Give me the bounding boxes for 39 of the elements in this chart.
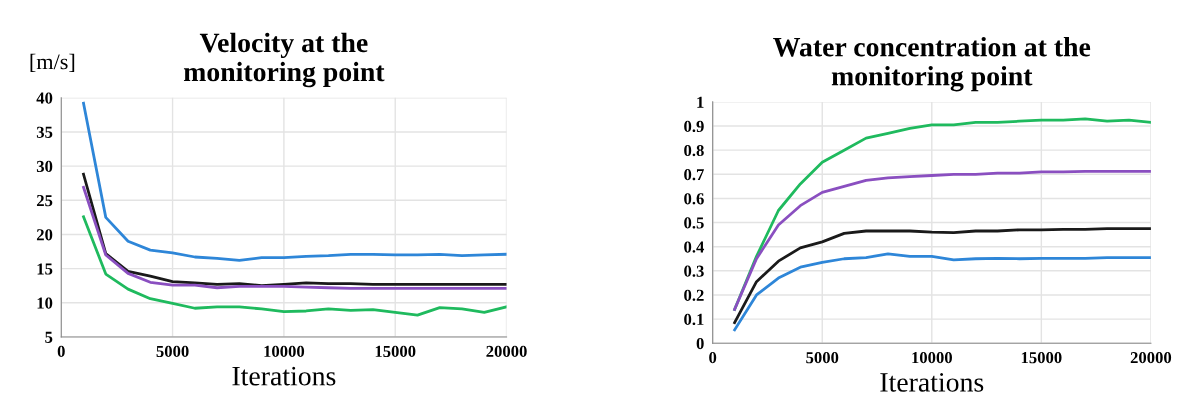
y-tick-label: 30 <box>36 160 53 173</box>
line-series <box>733 252 1151 332</box>
line-series <box>733 227 1151 325</box>
y-tick-label: 25 <box>36 195 53 207</box>
line-series <box>82 101 507 262</box>
y-tick-label: 0.8 <box>684 144 704 157</box>
x-tick-label: 0 <box>709 352 717 364</box>
y-tick-label: 15 <box>37 263 53 275</box>
x-tick-label: 10000 <box>912 352 952 364</box>
x-tick-label: 15000 <box>1021 352 1062 364</box>
y-tick-label: 1 <box>697 96 704 108</box>
y-tick-label: 0.1 <box>684 313 704 326</box>
x-tick-label: 0 <box>57 345 65 358</box>
y-tick-label: 0.4 <box>684 241 705 253</box>
chart-title: Water concentration at the monitoring point <box>773 36 1091 92</box>
x-tick-label: 5000 <box>156 345 189 358</box>
y-tick-label: 0.6 <box>684 193 704 205</box>
y-tick-label: 10 <box>37 297 53 309</box>
line-series <box>733 170 1151 311</box>
x-tick-label: 5000 <box>806 352 839 364</box>
line-series <box>82 215 507 317</box>
y-tick-label: 0.5 <box>684 217 704 229</box>
y-tick-label: 0.2 <box>684 289 704 301</box>
y-axis-title: [m/s] <box>30 53 75 73</box>
x-tick-label: 20000 <box>1130 352 1172 364</box>
y-tick-label: 0.3 <box>684 265 704 277</box>
x-tick-label: 10000 <box>264 345 305 358</box>
y-tick-label: 0.9 <box>684 120 704 133</box>
y-tick-label: 20 <box>36 229 53 241</box>
x-tick-label: 15000 <box>375 345 416 358</box>
y-tick-label: 0 <box>696 337 704 350</box>
y-tick-label: 40 <box>36 92 53 104</box>
chart-title: Velocity at the monitoring point <box>183 32 385 88</box>
x-tick-label: 20000 <box>486 345 527 358</box>
x-axis-title: Iterations <box>880 373 984 392</box>
y-tick-label: 0.7 <box>684 169 704 181</box>
x-axis-title: Iterations <box>232 366 336 386</box>
y-tick-label: 35 <box>36 126 53 138</box>
y-tick-label: 5 <box>45 331 53 343</box>
